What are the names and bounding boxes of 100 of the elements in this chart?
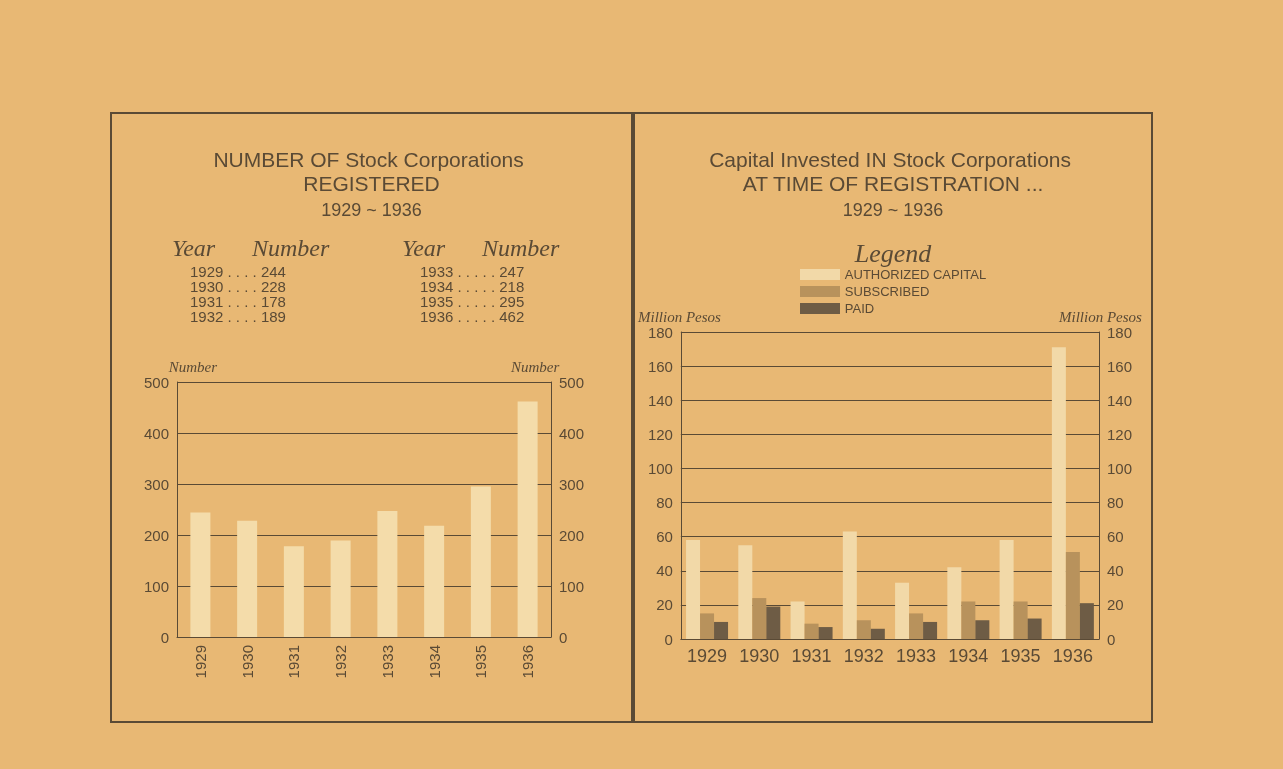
bar [856, 620, 871, 639]
chart-subtitle: 1929 ~ 1936 [842, 200, 944, 220]
bar [1079, 603, 1094, 639]
bar [923, 621, 938, 639]
bar [818, 627, 833, 639]
text: 1936 . . . . . 462 [420, 308, 525, 325]
bar [190, 512, 211, 637]
text: 1934 . . . . . 218 [420, 278, 525, 295]
y2-tick-label: 0 [559, 628, 568, 646]
text: 1933 . . . . . 247 [420, 263, 525, 280]
text: Year [172, 235, 216, 261]
x-tick-label: 1929 [191, 645, 209, 679]
bar [752, 598, 767, 639]
y-tick-label: 180 [647, 323, 673, 341]
y-tick-label: 0 [160, 628, 169, 646]
x-tick-label: 1934 [425, 645, 443, 679]
bar [804, 623, 819, 639]
text: 1932 . . . . 189 [190, 308, 286, 325]
y-tick-label: 300 [143, 475, 169, 493]
bar [283, 546, 304, 637]
y2-tick-label: 500 [559, 373, 585, 391]
x-tick-label: 1934 [948, 646, 989, 666]
legend-label: AUTHORIZED CAPITAL [844, 267, 987, 282]
y-axis-title: Million Pesos [636, 308, 722, 325]
x-tick-label: 1933 [378, 645, 396, 679]
bar [517, 401, 538, 637]
y-tick-label: 80 [656, 494, 673, 512]
bar [999, 540, 1014, 639]
y-tick-label: 120 [647, 425, 673, 443]
y2-tick-label: 140 [1107, 391, 1133, 409]
y2-tick-label: 20 [1107, 596, 1124, 614]
text: 1930 . . . . 228 [190, 278, 286, 295]
bar [330, 540, 351, 637]
bar [1027, 618, 1042, 639]
bar [766, 606, 781, 639]
x-tick-label: 1930 [739, 646, 780, 666]
x-tick-label: 1932 [332, 645, 350, 679]
y2-tick-label: 160 [1107, 357, 1133, 375]
y-tick-label: 200 [143, 526, 169, 544]
bar [947, 567, 962, 639]
bar [686, 540, 701, 639]
bar [424, 525, 445, 637]
y2-tick-label: 200 [559, 526, 585, 544]
text: Number [481, 235, 560, 261]
bar [790, 601, 805, 639]
bar [870, 628, 885, 639]
bar [377, 511, 398, 637]
y-tick-label: 140 [647, 391, 673, 409]
chart-title: Capital Invested IN Stock Corporations AT TIME OF REGISTRATION ... [709, 147, 1077, 195]
y-tick-label: 20 [656, 596, 673, 614]
bar [470, 486, 491, 637]
bar [237, 520, 258, 637]
x-tick-label: 1936 [519, 645, 537, 679]
text: 1935 . . . . . 295 [420, 293, 525, 310]
x-tick-label: 1933 [896, 646, 937, 666]
x-tick-label: 1936 [1052, 646, 1093, 666]
bar [909, 613, 924, 639]
x-tick-label: 1935 [472, 645, 490, 679]
legend-title: Legend [854, 239, 932, 268]
y-tick-label: 500 [143, 373, 169, 391]
y2-tick-label: 300 [559, 475, 585, 493]
y2-tick-label: 100 [1107, 459, 1133, 477]
y-tick-label: 160 [647, 357, 673, 375]
legend-label: SUBSCRIBED [844, 284, 930, 299]
chart-title: NUMBER OF Stock Corporations REGISTERED [213, 147, 530, 195]
y2-tick-label: 180 [1107, 323, 1133, 341]
y-axis-title: Number [167, 358, 218, 375]
y2-tick-label: 400 [559, 424, 585, 442]
text: 1929 . . . . 244 [190, 263, 286, 280]
bar [700, 613, 715, 639]
x-tick-label: 1931 [285, 645, 303, 679]
y2-tick-label: 120 [1107, 425, 1133, 443]
y2-tick-label: 100 [559, 577, 585, 595]
text: Year [402, 235, 446, 261]
bar [961, 601, 976, 639]
bar [895, 582, 910, 639]
y-tick-label: 100 [647, 459, 673, 477]
x-tick-label: 1930 [238, 645, 256, 679]
y2-axis-title: Million Pesos [1058, 308, 1143, 325]
y2-tick-label: 0 [1107, 630, 1116, 648]
x-tick-label: 1935 [1000, 646, 1041, 666]
bar [975, 620, 990, 639]
y-tick-label: 40 [656, 562, 673, 580]
x-tick-label: 1929 [687, 646, 728, 666]
y2-tick-label: 40 [1107, 562, 1124, 580]
bar [714, 621, 729, 639]
y-tick-label: 400 [143, 424, 169, 442]
bar [1051, 347, 1066, 639]
bar [1065, 552, 1080, 639]
x-tick-label: 1931 [791, 646, 832, 666]
bar [738, 545, 753, 639]
bar [1013, 601, 1028, 639]
bar [842, 531, 857, 639]
chart-subtitle: 1929 ~ 1936 [321, 200, 422, 220]
x-tick-label: 1932 [843, 646, 884, 666]
y-tick-label: 100 [143, 577, 169, 595]
y2-tick-label: 60 [1107, 528, 1124, 546]
y-tick-label: 0 [664, 630, 673, 648]
y2-axis-title: Number [510, 358, 560, 375]
text: Number [251, 235, 330, 261]
